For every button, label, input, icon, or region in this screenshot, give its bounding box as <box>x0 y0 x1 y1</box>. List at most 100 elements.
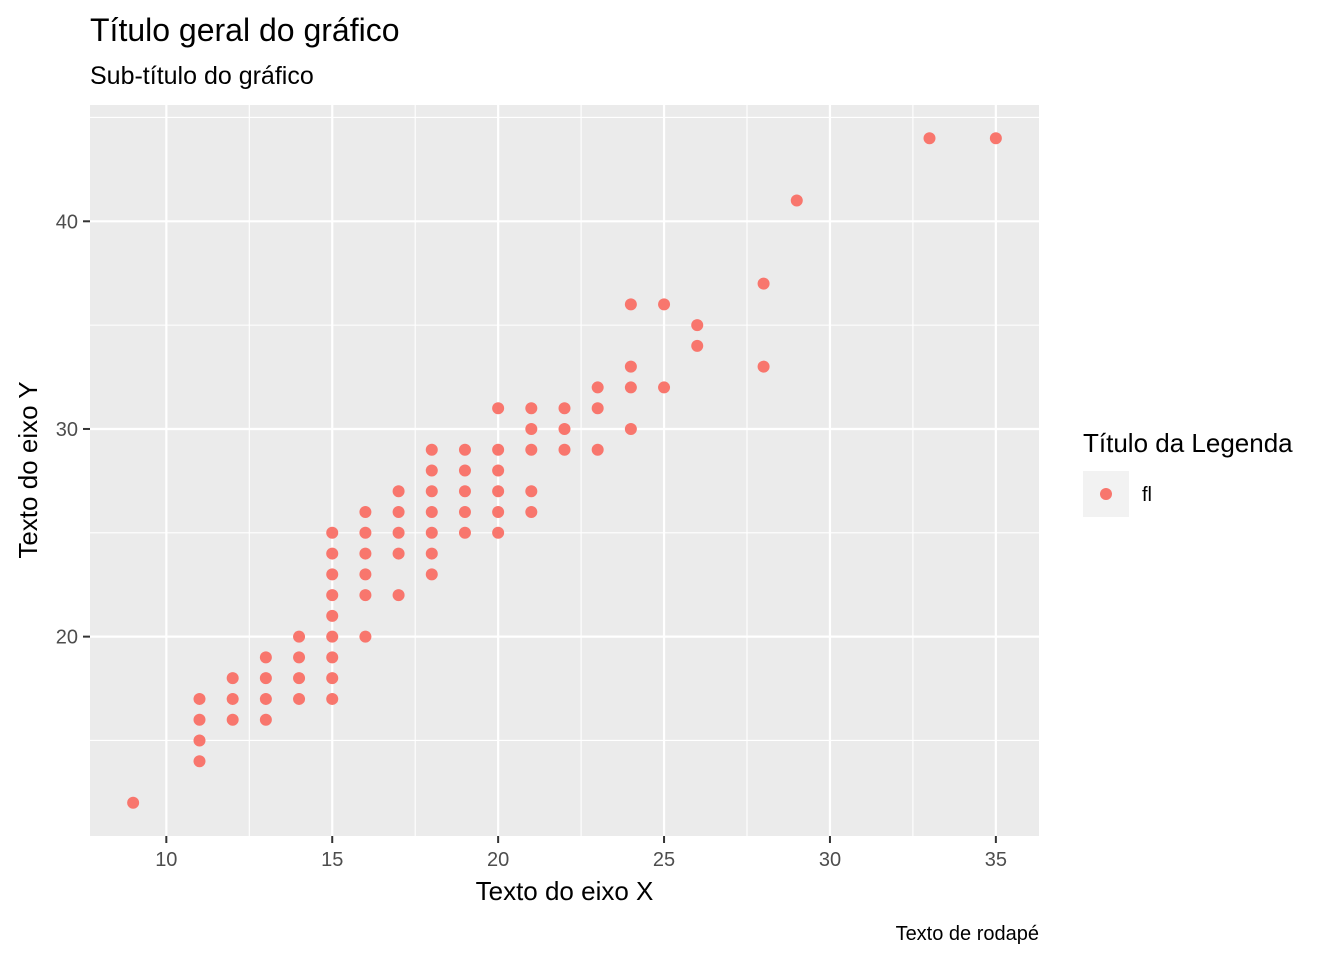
data-point <box>392 589 405 602</box>
data-point <box>359 630 372 643</box>
data-point <box>458 443 471 456</box>
chart-title: Título geral do gráfico <box>90 12 400 48</box>
data-point <box>492 526 505 539</box>
data-point <box>525 506 538 519</box>
data-point <box>658 381 671 394</box>
data-point <box>293 672 306 685</box>
data-point <box>127 796 140 809</box>
data-point <box>326 568 339 581</box>
data-point <box>326 526 339 539</box>
data-point <box>326 672 339 685</box>
x-tick-label: 15 <box>321 849 343 871</box>
data-point <box>326 651 339 664</box>
caption: Texto de rodapé <box>896 923 1039 945</box>
data-point <box>591 443 604 456</box>
data-point <box>226 713 239 726</box>
data-point <box>525 485 538 498</box>
data-point <box>757 277 770 290</box>
data-point <box>558 422 571 435</box>
data-point <box>326 609 339 622</box>
data-point <box>293 630 306 643</box>
data-point <box>591 381 604 394</box>
data-point <box>492 464 505 477</box>
data-point <box>326 630 339 643</box>
data-point <box>326 692 339 705</box>
data-point <box>923 132 936 145</box>
y-axis-title: Texto do eixo Y <box>13 381 43 558</box>
data-point <box>492 402 505 415</box>
data-point <box>492 506 505 519</box>
data-point <box>425 506 438 519</box>
data-points <box>127 132 1002 809</box>
data-point <box>392 547 405 560</box>
data-point <box>193 692 206 705</box>
data-point <box>392 506 405 519</box>
data-point <box>525 422 538 435</box>
data-point <box>492 443 505 456</box>
data-point <box>989 132 1002 145</box>
x-tick-label: 25 <box>653 849 675 871</box>
y-tick-label: 20 <box>56 627 78 649</box>
data-point <box>624 360 637 373</box>
data-point <box>359 589 372 602</box>
data-point <box>359 547 372 560</box>
data-point <box>226 672 239 685</box>
legend-title: Título da Legenda <box>1083 428 1293 458</box>
data-point <box>458 506 471 519</box>
x-axis-title: Texto do eixo X <box>476 876 654 906</box>
legend-key-point <box>1100 488 1112 500</box>
plot-panel <box>90 105 1039 836</box>
data-point <box>425 547 438 560</box>
x-tick-label: 30 <box>819 849 841 871</box>
data-point <box>558 443 571 456</box>
minor-grid <box>90 105 1039 836</box>
chart-subtitle: Sub-título do gráfico <box>90 62 314 90</box>
data-point <box>492 485 505 498</box>
data-point <box>226 692 239 705</box>
data-point <box>193 755 206 768</box>
data-point <box>359 568 372 581</box>
data-point <box>193 713 206 726</box>
data-point <box>259 651 272 664</box>
data-point <box>757 360 770 373</box>
data-point <box>425 485 438 498</box>
data-point <box>591 402 604 415</box>
y-axis: 20 30 40 <box>56 211 90 649</box>
data-point <box>425 526 438 539</box>
data-point <box>326 589 339 602</box>
data-point <box>193 734 206 747</box>
data-point <box>691 319 704 332</box>
data-point <box>458 464 471 477</box>
data-point <box>293 692 306 705</box>
y-tick-label: 40 <box>56 211 78 233</box>
data-point <box>392 485 405 498</box>
data-point <box>359 506 372 519</box>
data-point <box>525 402 538 415</box>
data-point <box>392 526 405 539</box>
data-point <box>458 526 471 539</box>
data-point <box>359 526 372 539</box>
data-point <box>525 443 538 456</box>
x-tick-label: 10 <box>155 849 177 871</box>
data-point <box>259 692 272 705</box>
legend-label-fl: fl <box>1142 484 1152 506</box>
data-point <box>326 547 339 560</box>
data-point <box>293 651 306 664</box>
data-point <box>558 402 571 415</box>
y-tick-label: 30 <box>56 419 78 441</box>
data-point <box>691 339 704 352</box>
x-tick-label: 35 <box>985 849 1007 871</box>
data-point <box>658 298 671 311</box>
data-point <box>259 672 272 685</box>
legend: Título da Legenda fl <box>1083 428 1293 517</box>
data-point <box>425 443 438 456</box>
x-tick-label: 20 <box>487 849 509 871</box>
data-point <box>425 568 438 581</box>
data-point <box>790 194 803 207</box>
x-axis: 10 15 20 25 30 35 <box>155 836 1007 871</box>
data-point <box>624 422 637 435</box>
data-point <box>458 485 471 498</box>
data-point <box>259 713 272 726</box>
data-point <box>425 464 438 477</box>
